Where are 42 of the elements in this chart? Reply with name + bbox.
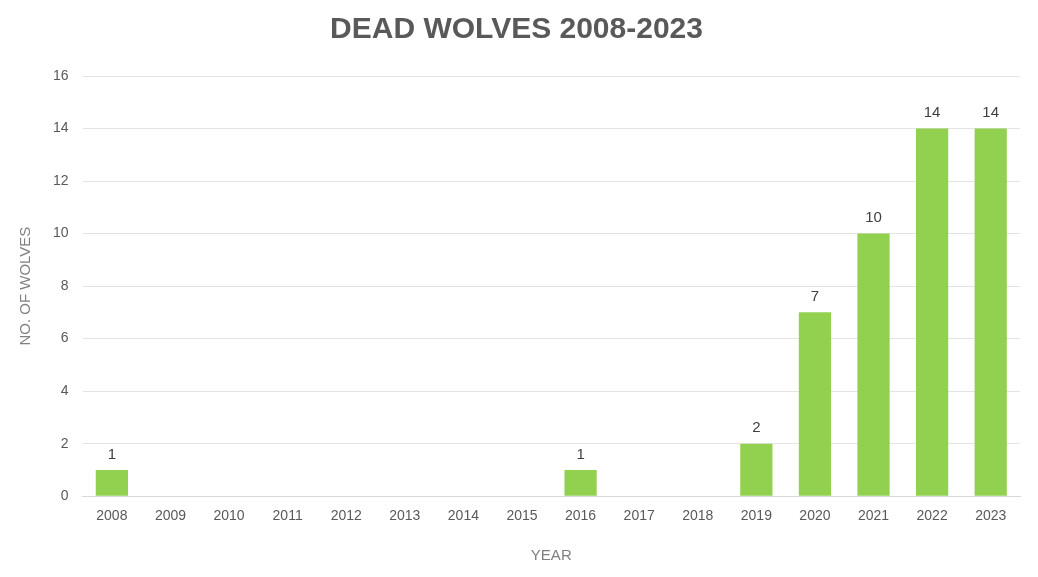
x-tick-label: 2017 — [623, 507, 655, 524]
y-tick-label: 4 — [60, 382, 69, 399]
x-tick-label: 2011 — [272, 507, 303, 524]
x-tick-label: 2009 — [154, 507, 187, 524]
bar — [564, 469, 597, 496]
y-tick-label: 8 — [60, 276, 69, 293]
y-tick-label: 2 — [60, 434, 69, 451]
data-label: 7 — [810, 287, 820, 304]
x-tick-label: 2021 — [857, 507, 890, 524]
x-tick-label: 2019 — [740, 507, 773, 524]
bar — [798, 312, 832, 496]
x-tick-label: 2016 — [565, 507, 597, 524]
y-tick-label: 6 — [60, 329, 69, 346]
x-tick-label: 2012 — [330, 507, 362, 524]
y-tick-label: 14 — [52, 119, 69, 136]
x-tick-label: 2013 — [389, 507, 421, 524]
data-label: 2 — [752, 418, 761, 436]
x-axis-title: YEAR — [530, 546, 572, 564]
data-label: 1 — [107, 444, 117, 462]
x-tick-label: 2008 — [96, 507, 128, 524]
data-label: 14 — [982, 103, 1000, 121]
data-label: 14 — [923, 103, 941, 121]
x-tick-label: 2018 — [682, 507, 714, 524]
x-tick-label: 2010 — [213, 507, 245, 524]
bar — [95, 469, 128, 496]
y-tick-label: 0 — [60, 487, 69, 504]
chart-title: DEAD WOLVES 2008-2023 — [330, 11, 703, 45]
y-axis-title: NO. OF WOLVES — [16, 226, 34, 346]
y-tick-label: 10 — [52, 224, 69, 241]
x-tick-label: 2022 — [916, 507, 948, 524]
y-tick-label: 12 — [52, 171, 69, 188]
x-tick-label: 2015 — [506, 507, 538, 524]
x-tick-label: 2020 — [799, 507, 831, 524]
bar — [974, 128, 1007, 496]
y-tick-label: 16 — [52, 66, 69, 83]
x-tick-label: 2023 — [975, 507, 1007, 524]
bar — [916, 128, 949, 496]
x-tick-label: 2014 — [447, 507, 480, 524]
data-label: 1 — [576, 444, 585, 462]
bar — [740, 443, 773, 496]
data-label: 10 — [865, 208, 882, 226]
bar — [857, 233, 890, 496]
